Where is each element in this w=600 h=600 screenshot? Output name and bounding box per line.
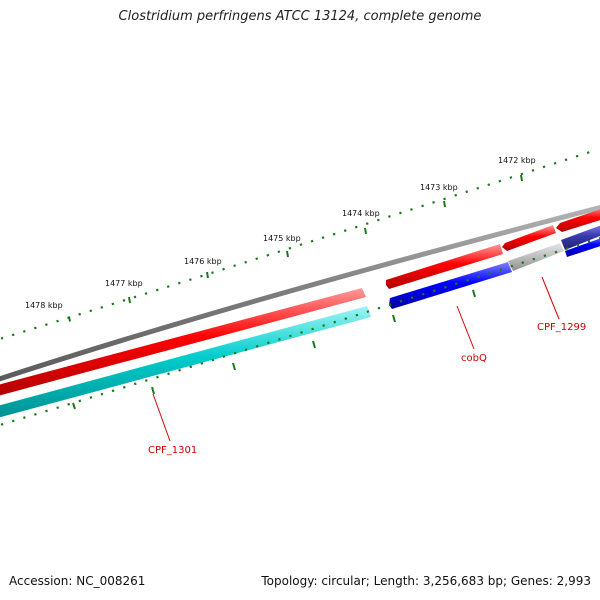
gene-reverse[interactable]	[565, 235, 600, 257]
ruler-major-tick	[68, 316, 71, 322]
gene-rna[interactable]	[0, 306, 371, 420]
ruler-label: 1473 kbp	[420, 183, 458, 192]
accession-text: Accession: NC_008261	[9, 574, 146, 588]
ruler-major-tick	[206, 271, 209, 279]
gene-forward[interactable]	[386, 244, 503, 289]
label-leader-line	[541, 276, 560, 320]
ruler-label: 1477 kbp	[105, 279, 143, 288]
inner-ruler-tick	[151, 386, 155, 395]
ruler-major-tick	[286, 250, 289, 258]
label-leader-line	[152, 393, 171, 442]
gene-reverse[interactable]	[561, 222, 600, 250]
label-leader-line	[456, 305, 475, 350]
reverse-strand-genes[interactable]	[0, 222, 600, 420]
forward-strand-genes[interactable]	[0, 206, 600, 398]
gene-labels: CPF_1301 cobQ CPF_1299	[148, 276, 586, 456]
gene-forward[interactable]	[502, 225, 556, 251]
ruler-label: 1474 kbp	[342, 209, 380, 218]
gene-label-cpf1301: CPF_1301	[148, 445, 197, 456]
inner-ruler-tick	[392, 314, 396, 323]
ruler-label: 1472 kbp	[498, 156, 536, 165]
inner-ruler-tick	[232, 362, 236, 371]
inner-ruler-tick	[72, 402, 76, 410]
ruler-major-tick	[364, 227, 367, 235]
ruler-label: 1478 kbp	[25, 301, 63, 310]
gene-label-cobq: cobQ	[461, 353, 487, 364]
gene-reverse[interactable]	[389, 262, 512, 309]
inner-ruler	[0, 236, 600, 427]
ruler-major-tick	[128, 296, 131, 304]
gene-forward[interactable]	[556, 206, 600, 232]
ruler-label: 1475 kbp	[263, 234, 301, 243]
ruler-major-tick	[443, 200, 446, 208]
inner-ruler-tick	[312, 340, 316, 349]
ruler-label: 1476 kbp	[184, 257, 222, 266]
gene-forward[interactable]	[0, 288, 366, 398]
outer-ruler: 1478 kbp 1477 kbp 1476 kbp 1475 kbp 1474…	[0, 150, 591, 341]
ruler-major-tick	[520, 174, 523, 182]
genome-summary-text: Topology: circular; Length: 3,256,683 bp…	[261, 574, 591, 588]
inner-ruler-tick	[472, 289, 476, 298]
gene-label-cpf1299: CPF_1299	[537, 322, 586, 333]
backbone-ring	[0, 204, 600, 382]
map-title: Clostridium perfringens ATCC 13124, comp…	[118, 9, 482, 24]
